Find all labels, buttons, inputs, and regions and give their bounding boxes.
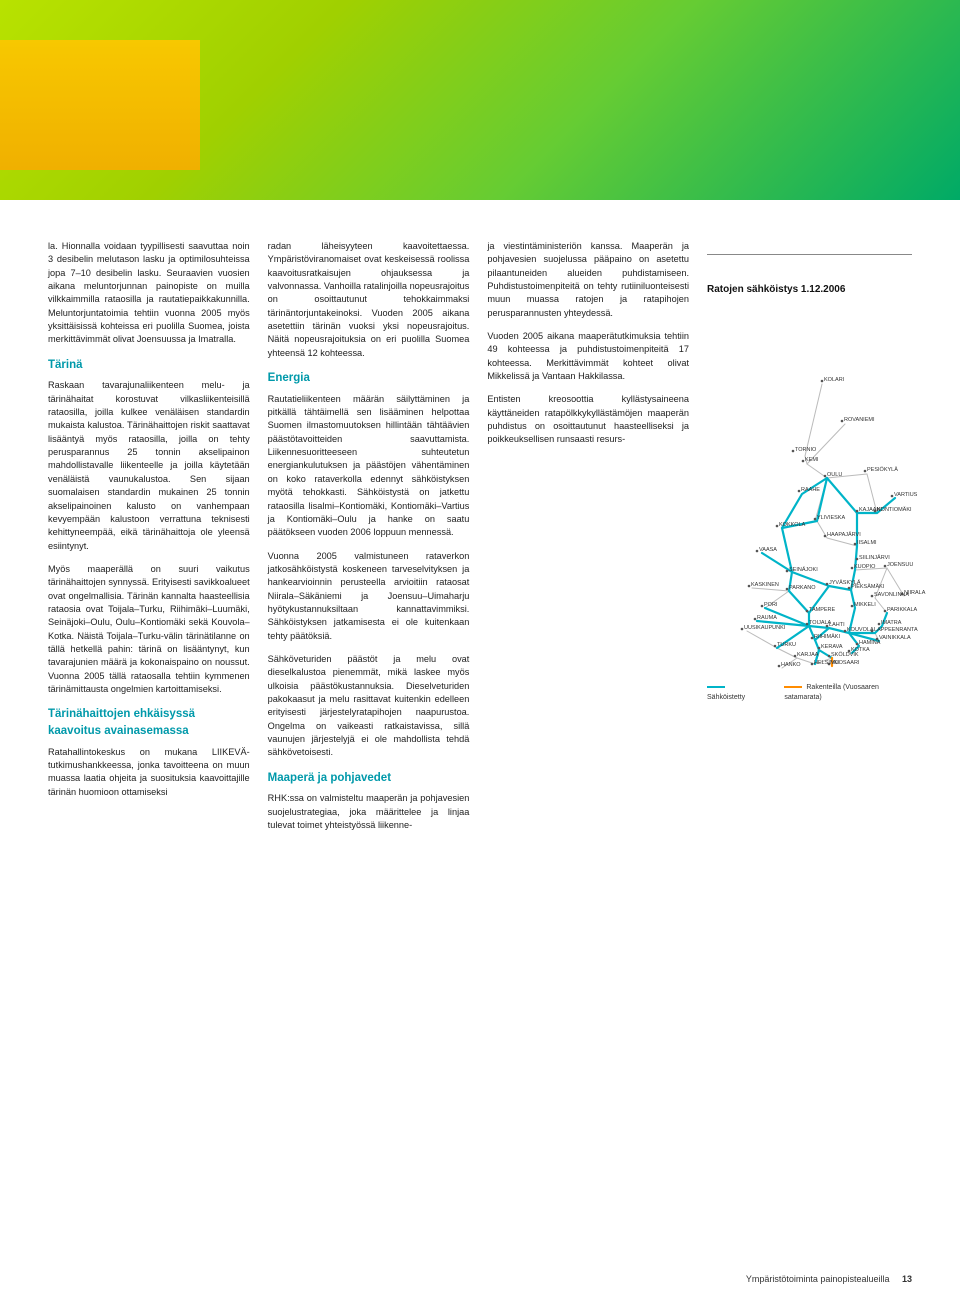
column-2: radan läheisyyteen kaavoitettaessa. Ympä…: [268, 240, 470, 842]
city-label: HANKO: [781, 662, 801, 670]
city-label: KUOPIO: [854, 564, 875, 572]
city-label: RAAHE: [801, 487, 820, 495]
main-content: la. Hionnalla voidaan tyypillisesti saav…: [48, 240, 912, 842]
city-label: TAMPERE: [809, 607, 835, 615]
para: RHK:ssa on valmisteltu maaperän ja pohja…: [268, 792, 470, 832]
city-label: TURKU: [777, 642, 796, 650]
city-label: RIIHIMÄKI: [814, 634, 840, 642]
column-1: la. Hionnalla voidaan tyypillisesti saav…: [48, 240, 250, 842]
city-label: KOLARI: [824, 377, 844, 385]
city-label: YLIVIESKA: [817, 515, 845, 523]
column-3: ja viestintäministeriön kanssa. Maaperän…: [487, 240, 689, 842]
map-title: Ratojen sähköistys 1.12.2006: [707, 283, 912, 298]
para: la. Hionnalla voidaan tyypillisesti saav…: [48, 240, 250, 347]
page-number: 13: [902, 1274, 912, 1284]
city-label: KASKINEN: [751, 582, 779, 590]
city-label: VAINIKKALA: [879, 635, 911, 643]
city-label: PIEKSÄMÄKI: [851, 584, 884, 592]
city-label: PARIKKALA: [887, 607, 917, 615]
city-label: KOUVOLA: [847, 627, 874, 635]
city-label: HAAPAJÄRVI: [827, 532, 861, 540]
city-label: PARKANO: [789, 585, 816, 593]
legend-label: Sähköistetty: [707, 694, 745, 701]
map-legend: Sähköistetty Rakenteilla (Vuosaaren satam…: [707, 683, 912, 703]
column-4: Ratojen sähköistys 1.12.2006 KOLARI ROVAN…: [707, 240, 912, 842]
city-label: PORI: [764, 602, 777, 610]
legend-item: Sähköistetty: [707, 683, 764, 703]
city-label: KEMI: [805, 457, 818, 465]
city-label: JOENSUU: [887, 562, 913, 570]
legend-item: Rakenteilla (Vuosaaren satamarata): [784, 683, 912, 703]
city-label: IISALMI: [857, 540, 877, 548]
city-label: UUSIKAUPUNKI: [744, 625, 785, 633]
para: Myös maaperällä on suuri vaikutus tärinä…: [48, 563, 250, 696]
city-label: KARJAA: [797, 652, 818, 660]
city-label: KERAVA: [821, 644, 843, 652]
city-label: MIKKELI: [854, 602, 876, 610]
city-label: KOKKOLA: [779, 522, 805, 530]
para: ja viestintäministeriön kanssa. Maaperän…: [487, 240, 689, 320]
city-label: ROVANIEMI: [844, 417, 874, 425]
heading-tarinahaittojen: Tärinähaittojen ehkäisyssä kaavoitus ava…: [48, 706, 250, 739]
city-label: TOIJALA: [809, 620, 831, 628]
city-label: NIIRALA: [904, 590, 925, 598]
city-label: TORNIO: [795, 447, 816, 455]
city-label: VAASA: [759, 547, 777, 555]
header-banner: [0, 0, 960, 200]
city-label: LAHTI: [829, 622, 845, 630]
para: Raskaan tavarajunaliikenteen melu- ja tä…: [48, 379, 250, 552]
city-label: PESIÖKYLÄ: [867, 467, 898, 475]
heading-maapera: Maaperä ja pohjavedet: [268, 770, 470, 787]
para: Ratahallintokeskus on mukana LIIKEVÄ-tut…: [48, 746, 250, 799]
para: Vuoden 2005 aikana maaperätutkimuksia te…: [487, 330, 689, 383]
para: Rautatieliikenteen määrän säilyttäminen …: [268, 393, 470, 540]
para: Sähköveturiden päästöt ja melu ovat dies…: [268, 653, 470, 760]
city-label: VUOSAARI: [831, 660, 859, 668]
city-label: SIILINJÄRVI: [859, 555, 890, 563]
heading-tarina: Tärinä: [48, 357, 250, 374]
city-label: KONTIOMÄKI: [877, 507, 912, 515]
legend-swatch: [784, 686, 802, 688]
divider: [707, 254, 912, 255]
page-footer: Ympäristötoiminta painopistealueilla 13: [746, 1274, 912, 1284]
city-label: LAPPEENRANTA: [874, 627, 918, 635]
finland-rail-map: KOLARI ROVANIEMI TORNIO KEMI OULU PESIÖKYLÄ RA…: [707, 306, 912, 686]
legend-swatch: [707, 686, 725, 688]
para: Vuonna 2005 valmistuneen rataverkon jatk…: [268, 550, 470, 643]
city-label: SEINÄJOKI: [789, 567, 818, 575]
heading-energia: Energia: [268, 370, 470, 387]
city-label: OULU: [827, 472, 842, 480]
city-label: SKÖLDVIK: [831, 652, 859, 660]
city-label: RAUMA: [757, 615, 777, 623]
para: Entisten kreosoottia kyllästysaineena kä…: [487, 393, 689, 446]
para: radan läheisyyteen kaavoitettaessa. Ympä…: [268, 240, 470, 360]
city-label: VARTIUS: [894, 492, 917, 500]
footer-text: Ympäristötoiminta painopistealueilla: [746, 1274, 890, 1284]
